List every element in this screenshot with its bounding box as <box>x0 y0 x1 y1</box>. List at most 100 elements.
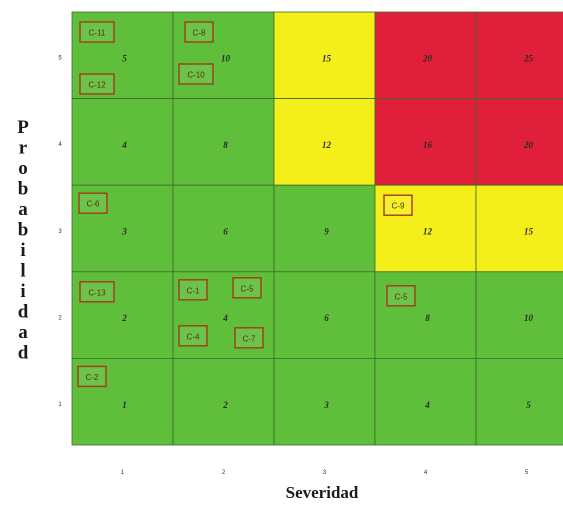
risk-tag: C-10 <box>178 63 214 85</box>
cell-value-label: 5 <box>526 400 531 410</box>
risk-tag: C-13 <box>79 281 115 303</box>
y-axis-label-letter: i <box>20 281 25 302</box>
matrix-cells: 5 10 15 20 254 8 12 16 203 6 9 12 152 4 6 8 101 2 3 4 5 <box>71 11 563 446</box>
risk-tag-label: C-12 <box>88 81 106 90</box>
risk-tag-box <box>79 281 115 303</box>
risk-tag: C-7 <box>234 327 264 349</box>
risk-tag-box <box>77 365 107 388</box>
risk-tag: C-9 <box>383 194 413 216</box>
x-tick-label: 2 <box>222 470 226 476</box>
risk-tag-label: C-11 <box>89 29 106 38</box>
risk-tag-label: C-4 <box>187 332 200 341</box>
cell-value-label: 3 <box>323 400 329 410</box>
risk-tag-box <box>383 194 413 216</box>
risk-tag-box <box>79 73 115 95</box>
y-tick-label: 4 <box>58 142 62 148</box>
risk-tag: C-12 <box>79 73 115 95</box>
cell-value-label: 20 <box>422 53 433 63</box>
risk-tag-box <box>178 325 208 347</box>
x-tick-label: 1 <box>121 470 125 476</box>
risk-tag: C-1 <box>178 279 208 301</box>
risk-tag-box <box>78 192 108 214</box>
y-axis-label-letter: d <box>18 302 29 323</box>
y-tick-label: 2 <box>58 315 62 321</box>
matrix-cell <box>172 357 275 446</box>
cell-value-label: 5 <box>122 53 127 63</box>
cell-value-label: 25 <box>523 53 534 63</box>
cell-value-label: 12 <box>322 140 332 150</box>
x-tick-label: 4 <box>424 470 428 476</box>
matrix-cell <box>273 271 376 359</box>
y-axis-label-letter: P <box>17 117 29 138</box>
cell-value-label: 4 <box>424 400 430 410</box>
matrix-cell <box>273 357 376 446</box>
y-axis-label-letter: a <box>18 199 28 220</box>
risk-tag: C-5 <box>386 285 416 307</box>
y-tick-label: 1 <box>58 402 62 408</box>
y-axis-label-letter: b <box>18 179 29 200</box>
y-axis-label-letter: l <box>20 261 25 282</box>
matrix-cell <box>475 11 563 99</box>
risk-tag-box <box>234 327 264 349</box>
cell-value-label: 10 <box>221 53 231 63</box>
cell-value-label: 3 <box>121 227 127 237</box>
risk-tag-label: C-13 <box>88 288 106 297</box>
cell-value-label: 16 <box>423 140 433 150</box>
risk-tag-box <box>184 21 214 43</box>
cell-value-label: 10 <box>524 313 534 323</box>
risk-tag-label: C-1 <box>187 286 200 295</box>
matrix-cell <box>71 357 174 446</box>
risk-tag-label: C-9 <box>392 202 405 211</box>
cell-value-label: 9 <box>324 227 329 237</box>
cell-value-label: 15 <box>322 53 332 63</box>
matrix-cell <box>374 357 477 446</box>
cell-value-label: 20 <box>523 140 534 150</box>
matrix-cell <box>71 11 174 99</box>
risk-tag-box <box>178 279 208 301</box>
matrix-cell <box>475 98 563 186</box>
x-tick-label: 3 <box>323 470 327 476</box>
cell-value-label: 8 <box>425 313 430 323</box>
risk-tag: C-2 <box>77 365 107 388</box>
risk-tag: C-11 <box>79 21 115 43</box>
risk-tag-box <box>232 277 262 299</box>
matrix-cell <box>172 271 275 359</box>
risk-tag-box <box>79 21 115 43</box>
y-axis-label-letter: b <box>18 220 29 241</box>
matrix-cell <box>475 271 563 359</box>
risk-tags: C-11 C-12 C-8 C-10 C-6 C-9 C-13 C-1 C-5 C-4 C-7 C-5… <box>77 21 416 388</box>
y-tick-label: 5 <box>58 56 62 62</box>
cell-value-label: 6 <box>223 227 228 237</box>
matrix-cell <box>172 184 275 273</box>
matrix-cell <box>374 98 477 186</box>
x-axis-label: Severidad <box>286 483 359 502</box>
cell-value-label: 1 <box>122 400 127 410</box>
y-axis-label-letter: a <box>18 322 28 343</box>
risk-tag-label: C-2 <box>86 373 99 382</box>
cell-value-label: 2 <box>222 400 228 410</box>
matrix-cell <box>172 98 275 186</box>
matrix-cell <box>71 98 174 186</box>
cell-value-label: 12 <box>423 227 433 237</box>
y-axis-label-letter: i <box>20 240 25 261</box>
risk-tag-label: C-5 <box>241 284 254 293</box>
cell-value-label: 6 <box>324 313 329 323</box>
risk-tag-label: C-5 <box>395 292 408 301</box>
cell-value-label: 15 <box>524 227 534 237</box>
cell-value-label: 2 <box>121 313 127 323</box>
matrix-cell <box>374 184 477 273</box>
risk-tag-box <box>178 63 214 85</box>
matrix-cell <box>71 271 174 359</box>
risk-tag: C-5 <box>232 277 262 299</box>
y-axis-label-letter: r <box>19 138 28 159</box>
matrix-cell <box>273 11 376 99</box>
risk-tag-label: C-10 <box>187 71 205 80</box>
risk-tag: C-6 <box>78 192 108 214</box>
cell-value-label: 8 <box>223 140 228 150</box>
y-axis-label-letter: d <box>18 343 29 364</box>
matrix-cell <box>475 184 563 273</box>
risk-tag: C-8 <box>184 21 214 43</box>
